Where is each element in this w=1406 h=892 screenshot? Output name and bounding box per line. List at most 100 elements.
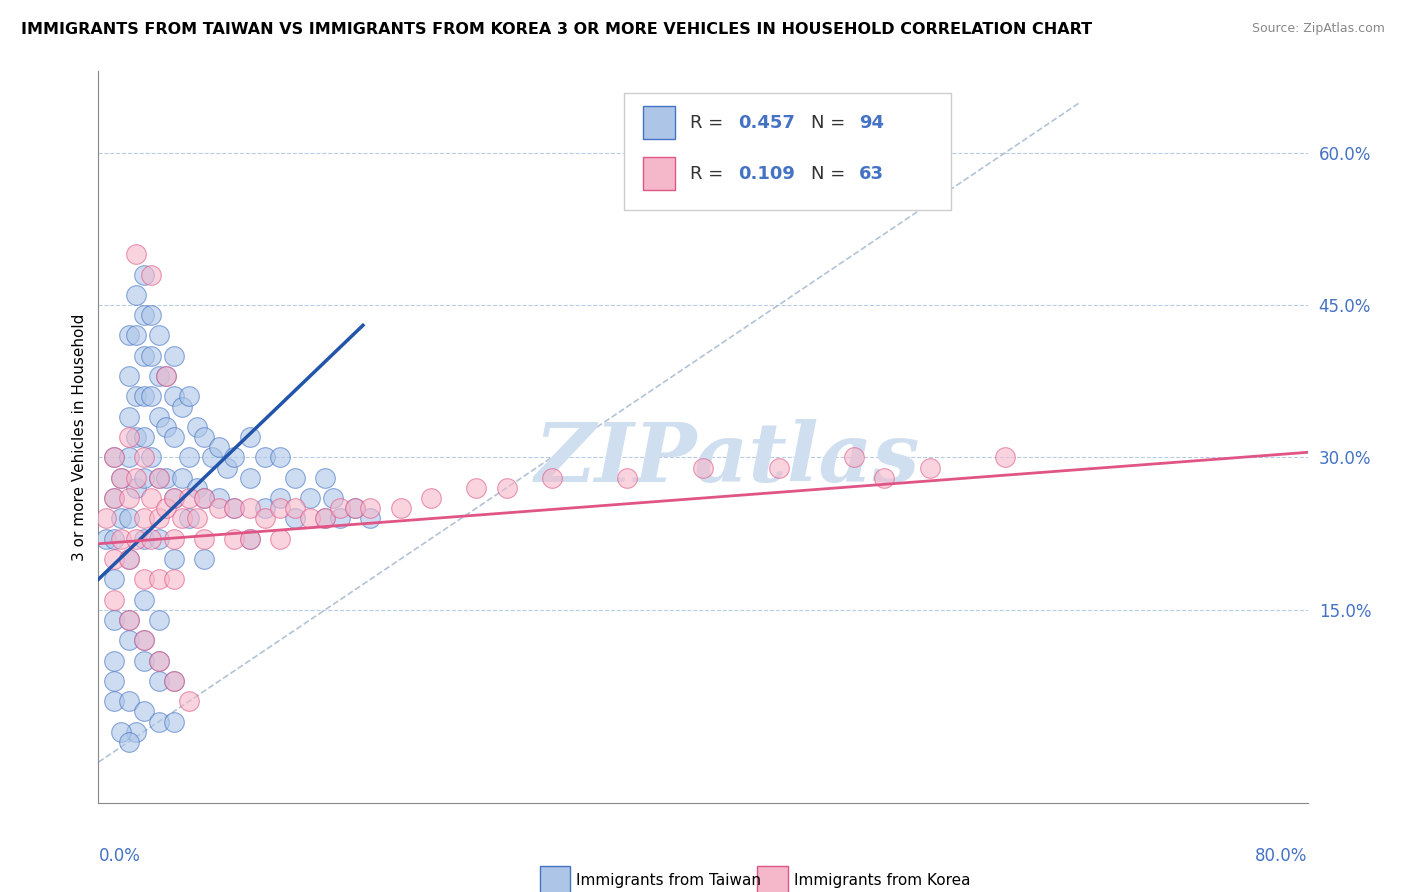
- Point: [163, 714, 186, 729]
- Point: [224, 532, 246, 546]
- Point: [125, 389, 148, 403]
- Point: [118, 552, 141, 566]
- Point: [132, 430, 155, 444]
- Point: [118, 613, 141, 627]
- Point: [132, 308, 155, 322]
- Text: N =: N =: [811, 165, 851, 183]
- Point: [148, 572, 170, 586]
- Point: [163, 430, 186, 444]
- Point: [103, 491, 125, 505]
- Point: [125, 430, 148, 444]
- Point: [768, 460, 790, 475]
- FancyBboxPatch shape: [540, 866, 569, 892]
- FancyBboxPatch shape: [643, 157, 675, 190]
- Point: [110, 511, 132, 525]
- Point: [616, 471, 638, 485]
- Point: [269, 532, 291, 546]
- Point: [118, 491, 141, 505]
- Point: [103, 673, 125, 688]
- Point: [299, 491, 322, 505]
- Point: [179, 694, 201, 708]
- Point: [284, 471, 307, 485]
- FancyBboxPatch shape: [624, 94, 950, 211]
- Point: [155, 420, 177, 434]
- Point: [239, 532, 262, 546]
- Point: [540, 471, 562, 485]
- Point: [692, 460, 714, 475]
- Point: [163, 673, 186, 688]
- Point: [103, 552, 125, 566]
- Point: [118, 511, 141, 525]
- Point: [148, 654, 170, 668]
- Point: [193, 430, 215, 444]
- Point: [148, 409, 170, 424]
- Point: [170, 400, 193, 414]
- Point: [148, 654, 170, 668]
- Point: [163, 491, 186, 505]
- Point: [148, 369, 170, 384]
- Point: [253, 511, 276, 525]
- Point: [239, 501, 262, 516]
- Point: [125, 532, 148, 546]
- Point: [103, 450, 125, 465]
- Point: [208, 501, 231, 516]
- Point: [141, 491, 163, 505]
- Point: [132, 654, 155, 668]
- Point: [132, 633, 155, 648]
- Point: [193, 532, 215, 546]
- Text: Immigrants from Taiwan: Immigrants from Taiwan: [576, 873, 761, 888]
- Text: 0.109: 0.109: [738, 165, 794, 183]
- Point: [239, 471, 262, 485]
- Point: [110, 532, 132, 546]
- Point: [118, 328, 141, 343]
- Point: [170, 511, 193, 525]
- Point: [193, 552, 215, 566]
- Point: [314, 471, 336, 485]
- Point: [132, 268, 155, 282]
- Y-axis label: 3 or more Vehicles in Household: 3 or more Vehicles in Household: [72, 313, 87, 561]
- Text: 80.0%: 80.0%: [1256, 847, 1308, 864]
- Point: [118, 450, 141, 465]
- Point: [148, 471, 170, 485]
- Point: [360, 501, 382, 516]
- Point: [132, 349, 155, 363]
- Point: [329, 501, 352, 516]
- Text: Immigrants from Korea: Immigrants from Korea: [793, 873, 970, 888]
- Point: [141, 389, 163, 403]
- Point: [269, 501, 291, 516]
- Point: [103, 491, 125, 505]
- Point: [103, 613, 125, 627]
- Point: [125, 471, 148, 485]
- Point: [132, 572, 155, 586]
- Point: [179, 511, 201, 525]
- Point: [118, 633, 141, 648]
- Point: [224, 501, 246, 516]
- Point: [322, 491, 344, 505]
- Point: [148, 714, 170, 729]
- Text: R =: R =: [690, 113, 728, 131]
- Point: [465, 481, 488, 495]
- Point: [94, 532, 117, 546]
- Point: [125, 247, 148, 261]
- Point: [186, 511, 208, 525]
- Point: [155, 369, 177, 384]
- Point: [125, 724, 148, 739]
- Point: [103, 694, 125, 708]
- Point: [132, 592, 155, 607]
- FancyBboxPatch shape: [643, 106, 675, 139]
- Point: [360, 511, 382, 525]
- Point: [201, 450, 224, 465]
- Point: [148, 532, 170, 546]
- Point: [163, 491, 186, 505]
- FancyBboxPatch shape: [758, 866, 787, 892]
- Point: [284, 511, 307, 525]
- Point: [132, 471, 155, 485]
- Point: [118, 409, 141, 424]
- Point: [155, 369, 177, 384]
- Point: [94, 511, 117, 525]
- Point: [163, 389, 186, 403]
- Point: [163, 349, 186, 363]
- Text: IMMIGRANTS FROM TAIWAN VS IMMIGRANTS FROM KOREA 3 OR MORE VEHICLES IN HOUSEHOLD : IMMIGRANTS FROM TAIWAN VS IMMIGRANTS FRO…: [21, 22, 1092, 37]
- Point: [118, 735, 141, 749]
- Text: 63: 63: [859, 165, 884, 183]
